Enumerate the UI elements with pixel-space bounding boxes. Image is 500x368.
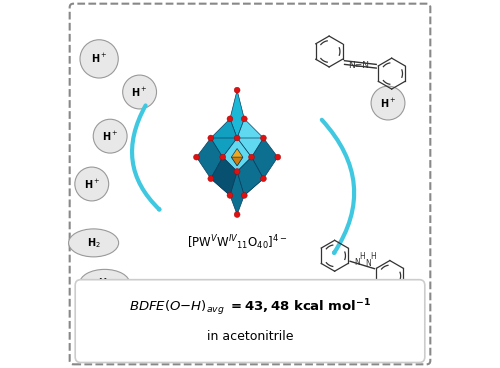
Text: H$^+$: H$^+$: [84, 177, 100, 191]
Polygon shape: [232, 157, 243, 166]
Circle shape: [260, 135, 266, 141]
Text: H$_2$: H$_2$: [86, 236, 101, 250]
Polygon shape: [211, 157, 237, 195]
Circle shape: [234, 169, 240, 174]
Text: H: H: [370, 252, 376, 261]
Circle shape: [208, 176, 214, 181]
Circle shape: [80, 40, 118, 78]
Text: in acetonitrile: in acetonitrile: [207, 330, 293, 343]
Circle shape: [93, 119, 127, 153]
Polygon shape: [237, 157, 264, 195]
Polygon shape: [252, 138, 278, 178]
Ellipse shape: [68, 229, 118, 257]
Text: H$_2$: H$_2$: [98, 276, 112, 290]
Circle shape: [242, 192, 247, 198]
Polygon shape: [237, 119, 264, 157]
Circle shape: [208, 135, 214, 141]
FancyBboxPatch shape: [70, 4, 430, 364]
Text: H: H: [360, 252, 365, 261]
Polygon shape: [223, 138, 252, 171]
Circle shape: [75, 167, 108, 201]
Circle shape: [234, 87, 240, 93]
Text: H$^+$: H$^+$: [91, 52, 108, 66]
Circle shape: [227, 192, 233, 198]
Circle shape: [371, 86, 405, 120]
Polygon shape: [237, 138, 264, 157]
Circle shape: [227, 116, 233, 122]
Text: $\mathbf{\mathit{BDFE(O{-}H)_{avg}}}$ $\mathbf{= 43, 48\ kcal\ mol^{-1}}$: $\mathbf{\mathit{BDFE(O{-}H)_{avg}}}$ $\…: [129, 297, 371, 318]
Text: H$^+$: H$^+$: [102, 130, 118, 143]
Polygon shape: [232, 149, 243, 166]
Polygon shape: [230, 171, 244, 215]
FancyBboxPatch shape: [75, 280, 425, 362]
Polygon shape: [211, 138, 237, 157]
Ellipse shape: [80, 269, 130, 297]
Text: H$^+$: H$^+$: [380, 96, 396, 110]
Polygon shape: [211, 157, 237, 195]
Text: N=N: N=N: [348, 61, 369, 70]
Text: N: N: [354, 258, 360, 267]
Polygon shape: [230, 90, 244, 138]
Circle shape: [122, 75, 156, 109]
Circle shape: [234, 135, 240, 141]
Text: [PW$^V$W$^{IV}$$_{11}$O$_{40}$]$^{4-}$: [PW$^V$W$^{IV}$$_{11}$O$_{40}$]$^{4-}$: [187, 234, 287, 252]
Text: N: N: [365, 259, 370, 268]
Circle shape: [275, 154, 280, 160]
Circle shape: [220, 154, 226, 160]
Polygon shape: [196, 138, 223, 178]
Circle shape: [234, 212, 240, 217]
Circle shape: [260, 176, 266, 181]
Polygon shape: [211, 119, 237, 157]
Text: H$^+$: H$^+$: [132, 85, 148, 99]
Polygon shape: [237, 157, 264, 195]
Circle shape: [248, 154, 254, 160]
Circle shape: [242, 116, 247, 122]
Circle shape: [194, 154, 200, 160]
